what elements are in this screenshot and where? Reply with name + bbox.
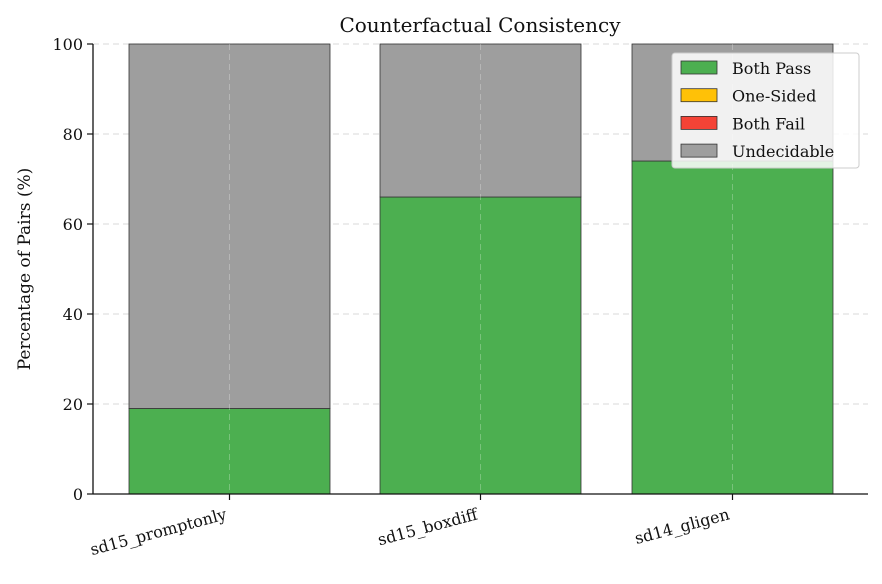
legend-swatch — [680, 116, 718, 130]
y-tick-label: 40 — [63, 305, 83, 324]
legend: Both Pass One-Sided Both Fail Undecidable — [671, 52, 860, 169]
bar-both-pass-sd15_promptonly — [128, 408, 331, 495]
y-axis-label: Percentage of Pairs (%) — [15, 168, 35, 371]
bars — [128, 43, 834, 495]
legend-label: Undecidable — [732, 142, 834, 161]
bar-both-pass-sd15_boxdiff — [379, 196, 582, 495]
y-tick-label: 80 — [63, 125, 83, 144]
y-tick-label: 100 — [52, 35, 83, 54]
x-tick-label: sd15_promptonly — [88, 505, 228, 560]
y-tick-label: 20 — [63, 395, 83, 414]
bar-both-pass-sd14_gligen — [631, 160, 834, 495]
chart-title: Counterfactual Consistency — [339, 13, 621, 37]
legend-swatch — [680, 60, 718, 75]
legend-label: One-Sided — [732, 87, 816, 106]
legend-label: Both Pass — [732, 59, 811, 78]
x-tick-label: sd14_gligen — [633, 505, 732, 549]
legend-box — [671, 52, 860, 169]
y-tick-label: 60 — [63, 215, 83, 234]
bar-undecidable-sd15_boxdiff — [379, 43, 582, 198]
legend-label: Both Fail — [732, 114, 805, 133]
legend-swatch — [680, 143, 718, 158]
bar-undecidable-sd15_promptonly — [128, 43, 331, 409]
legend-swatch — [680, 88, 718, 103]
y-tick-label: 0 — [73, 485, 83, 504]
x-tick-label: sd15_boxdiff — [376, 504, 481, 549]
